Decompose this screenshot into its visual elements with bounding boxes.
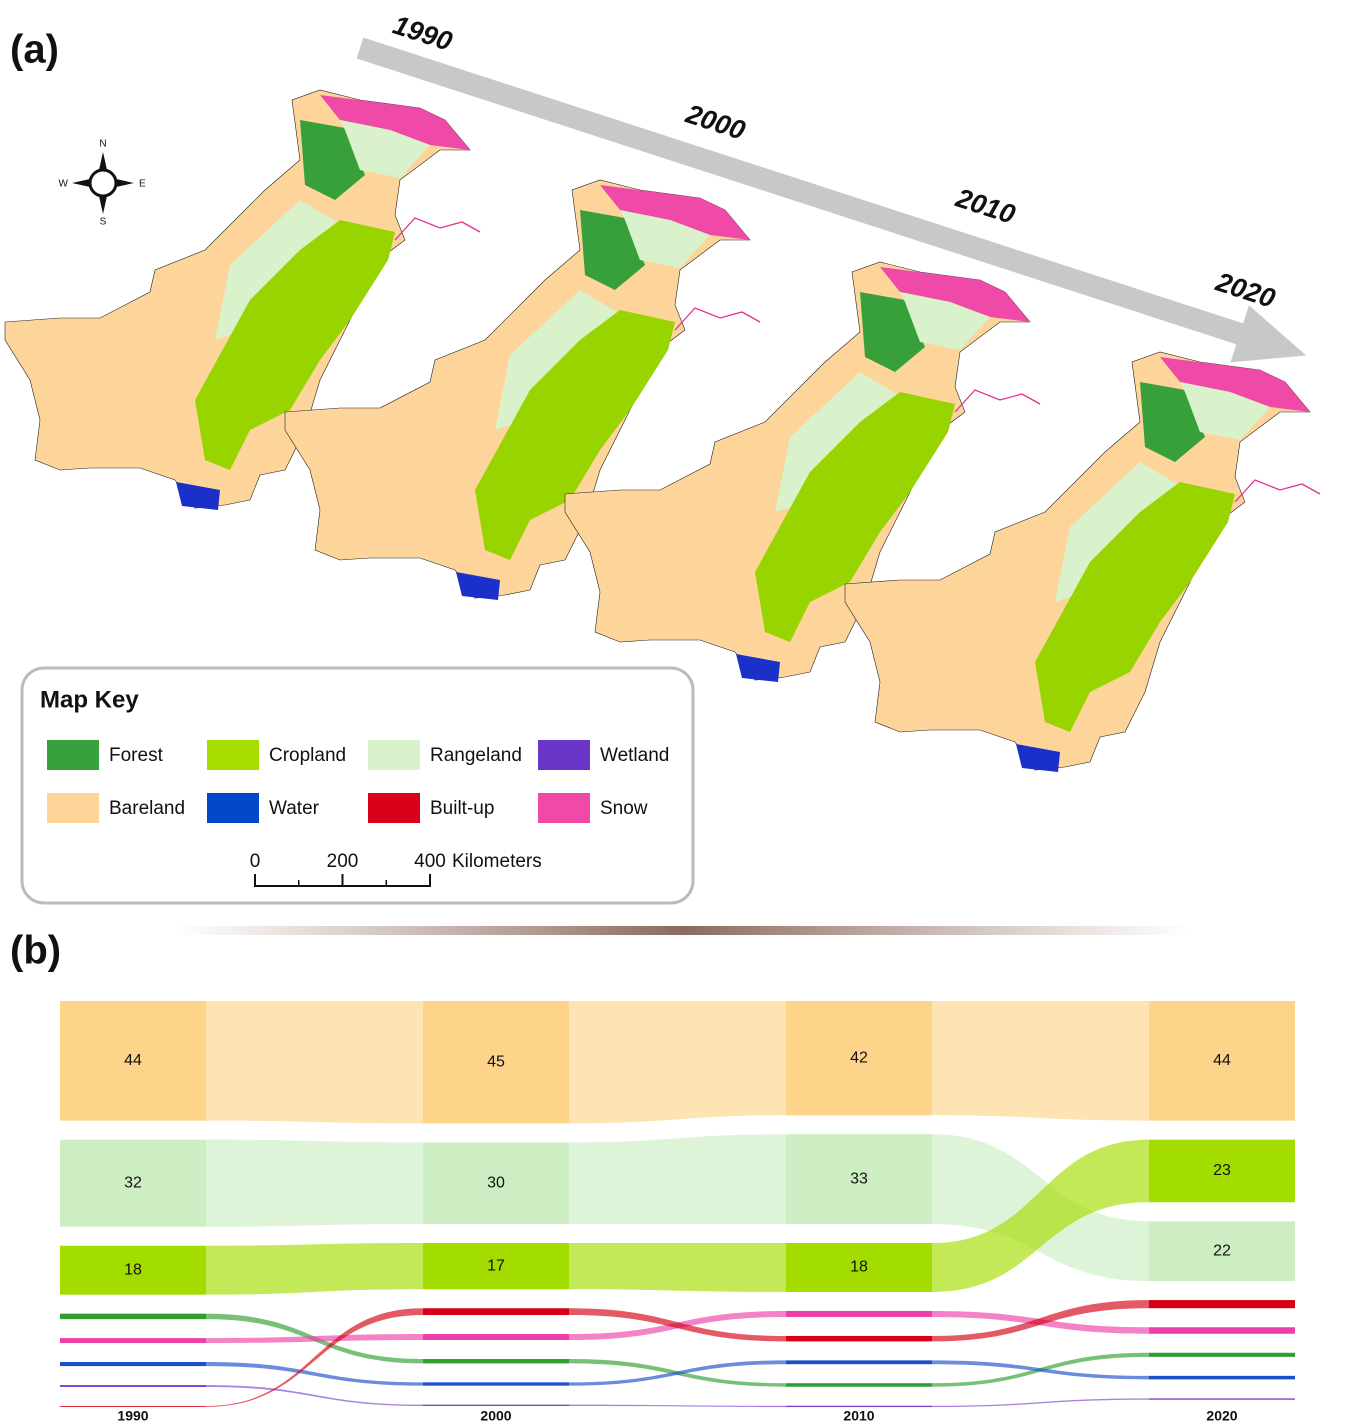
key-label: Cropland [269, 745, 346, 766]
compass-label: N [99, 139, 106, 150]
key-label: Water [269, 798, 320, 819]
node [1149, 1300, 1295, 1308]
node [1149, 1353, 1295, 1357]
node [423, 1359, 569, 1363]
value-label: 42 [850, 1049, 868, 1066]
node [786, 1383, 932, 1387]
value-label: 33 [850, 1170, 868, 1187]
node [1149, 1376, 1295, 1380]
key-swatch [207, 740, 259, 770]
node [423, 1382, 569, 1385]
x-tick-label: 2010 [843, 1408, 874, 1424]
alluvial-chart: 44 45 42 44 32 30 33 22 18 17 18 23 1990 2000 2010 2020 [60, 1001, 1295, 1424]
node [786, 1336, 932, 1341]
flow [932, 1300, 1149, 1341]
x-tick-label: 2020 [1206, 1408, 1237, 1424]
x-tick-label: 1990 [117, 1408, 148, 1424]
key-label: Wetland [600, 745, 669, 766]
value-label: 18 [124, 1261, 142, 1278]
key-swatch [538, 793, 590, 823]
value-label: 22 [1213, 1242, 1231, 1259]
value-label: 32 [124, 1174, 142, 1191]
node [423, 1308, 569, 1315]
scale-tick-label: 200 [327, 851, 359, 872]
value-label: 30 [487, 1174, 505, 1191]
node [1149, 1327, 1295, 1334]
flow [569, 1243, 786, 1292]
figure: (a) 1990 2000 2010 2020 N E S W Map Key … [0, 0, 1349, 1427]
node [786, 1360, 932, 1364]
node [60, 1362, 206, 1366]
value-label: 45 [487, 1053, 505, 1070]
key-swatch [47, 740, 99, 770]
compass-label: S [100, 217, 107, 228]
flow [932, 1001, 1149, 1121]
node [60, 1406, 206, 1407]
flow [206, 1243, 423, 1295]
key-swatch [47, 793, 99, 823]
scale-unit: Kilometers [452, 851, 542, 872]
key-label: Forest [109, 745, 164, 766]
key-swatch [207, 793, 259, 823]
flow [206, 1334, 423, 1343]
key-label: Bareland [109, 798, 185, 819]
node [60, 1338, 206, 1343]
flow [206, 1140, 423, 1227]
node [60, 1385, 206, 1387]
node [786, 1311, 932, 1317]
panel-label: (a) [10, 28, 59, 72]
scale-tick-label: 400 [414, 851, 446, 872]
map-key-title: Map Key [40, 686, 139, 713]
scale-tick-label: 0 [250, 851, 261, 872]
node [1149, 1398, 1295, 1399]
flow [206, 1362, 423, 1386]
flow [206, 1001, 423, 1123]
compass: N E S W [59, 139, 146, 228]
flow [932, 1398, 1149, 1407]
flow [569, 1001, 786, 1123]
key-label: Snow [600, 798, 648, 819]
compass-label: E [139, 179, 146, 190]
node [423, 1405, 569, 1406]
arrow-year: 2000 [681, 98, 748, 145]
arrow-shaft [357, 38, 1248, 346]
key-swatch [368, 793, 420, 823]
map-key: Map Key Forest Cropland Rangeland Wetland Ba… [22, 668, 693, 903]
value-label: 18 [850, 1259, 868, 1276]
value-label: 44 [124, 1052, 142, 1069]
panel-label: (b) [10, 929, 61, 973]
value-label: 44 [1213, 1052, 1231, 1069]
value-label: 23 [1213, 1162, 1231, 1179]
value-label: 17 [487, 1257, 505, 1274]
node [423, 1334, 569, 1340]
arrow-year: 2010 [951, 182, 1018, 229]
compass-label: W [59, 179, 69, 190]
x-tick-label: 2000 [480, 1408, 511, 1424]
flow [932, 1360, 1149, 1379]
key-swatch [538, 740, 590, 770]
separator [175, 926, 1190, 935]
key-swatch [368, 740, 420, 770]
arrow-year: 2020 [1211, 266, 1278, 313]
key-label: Built-up [430, 798, 494, 819]
flow [569, 1134, 786, 1224]
node [60, 1314, 206, 1319]
flow [569, 1405, 786, 1407]
key-label: Rangeland [430, 745, 522, 766]
